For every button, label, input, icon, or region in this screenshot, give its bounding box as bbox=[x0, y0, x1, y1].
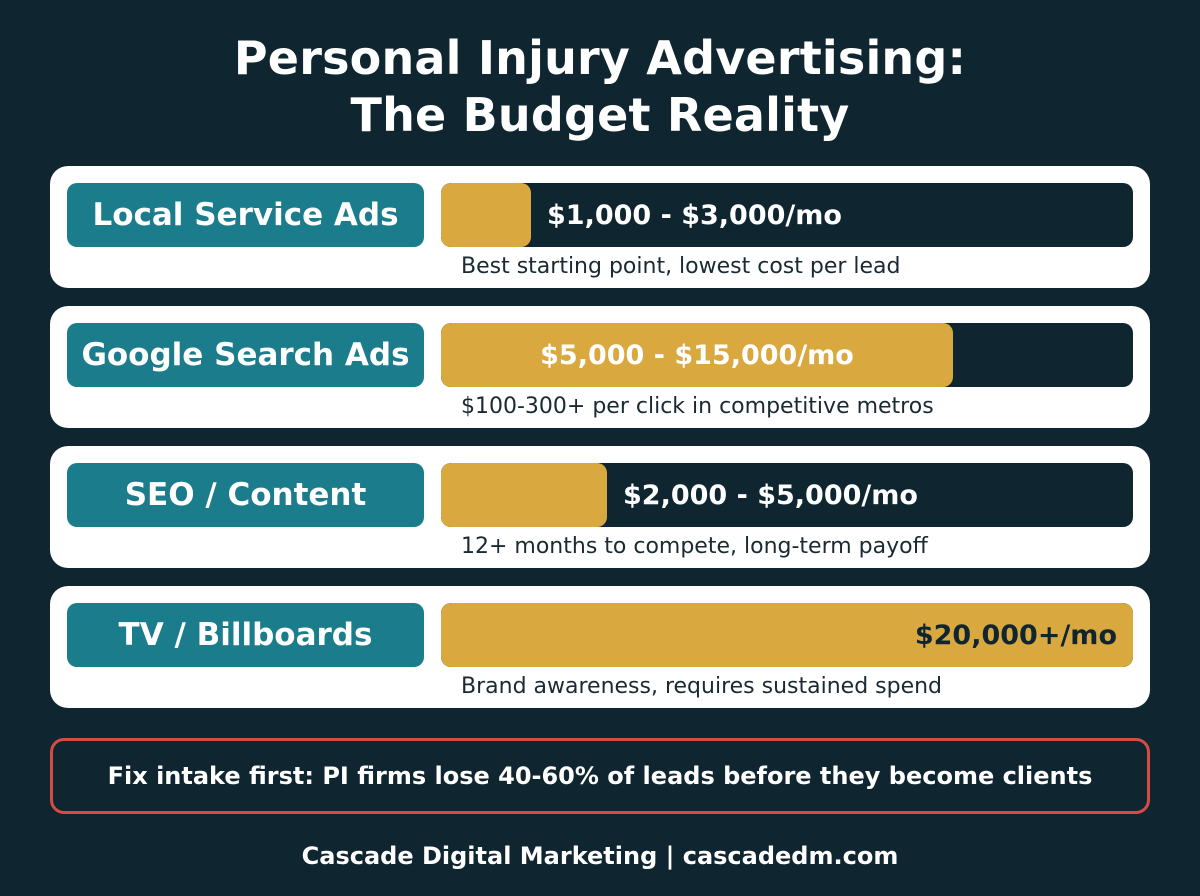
category-label: Google Search Ads bbox=[67, 323, 424, 387]
bar-fill bbox=[441, 463, 607, 527]
chart-title-line-1: Personal Injury Advertising: bbox=[233, 31, 967, 85]
bar-track: $20,000+/mo bbox=[441, 603, 1133, 667]
footer-credit: Cascade Digital Marketing | cascadedm.co… bbox=[301, 842, 899, 870]
bar-track: $1,000 - $3,000/mo bbox=[441, 183, 1133, 247]
intake-callout: Fix intake first: PI firms lose 40-60% o… bbox=[50, 738, 1150, 814]
category-label: TV / Billboards bbox=[67, 603, 424, 667]
budget-card: SEO / Content $2,000 - $5,000/mo 12+ month… bbox=[50, 446, 1150, 568]
budget-card: Google Search Ads $5,000 - $15,000/mo $100… bbox=[50, 306, 1150, 428]
bar-description: $100-300+ per click in competitive metro… bbox=[461, 394, 934, 419]
bar-track: $2,000 - $5,000/mo bbox=[441, 463, 1133, 527]
chart-title-line-2: The Budget Reality bbox=[350, 88, 850, 142]
chart-title: Personal Injury Advertising: The Budget … bbox=[0, 30, 1200, 144]
budget-card: TV / Billboards $20,000+/mo Brand awarenes… bbox=[50, 586, 1150, 708]
category-label: SEO / Content bbox=[67, 463, 424, 527]
bar-description: Brand awareness, requires sustained spen… bbox=[461, 674, 943, 699]
range-label: $2,000 - $5,000/mo bbox=[623, 479, 918, 511]
bar-fill bbox=[441, 183, 531, 247]
bar-track: $5,000 - $15,000/mo bbox=[441, 323, 1133, 387]
category-label: Local Service Ads bbox=[67, 183, 424, 247]
bar-fill bbox=[441, 323, 953, 387]
range-label: $1,000 - $3,000/mo bbox=[547, 199, 842, 231]
range-label: $5,000 - $15,000/mo bbox=[540, 339, 854, 371]
bar-fill bbox=[441, 603, 1133, 667]
budget-card: Local Service Ads $1,000 - $3,000/mo Best … bbox=[50, 166, 1150, 288]
range-label: $20,000+/mo bbox=[914, 619, 1117, 651]
bar-description: 12+ months to compete, long-term payoff bbox=[461, 534, 928, 559]
bar-description: Best starting point, lowest cost per lea… bbox=[461, 254, 901, 279]
